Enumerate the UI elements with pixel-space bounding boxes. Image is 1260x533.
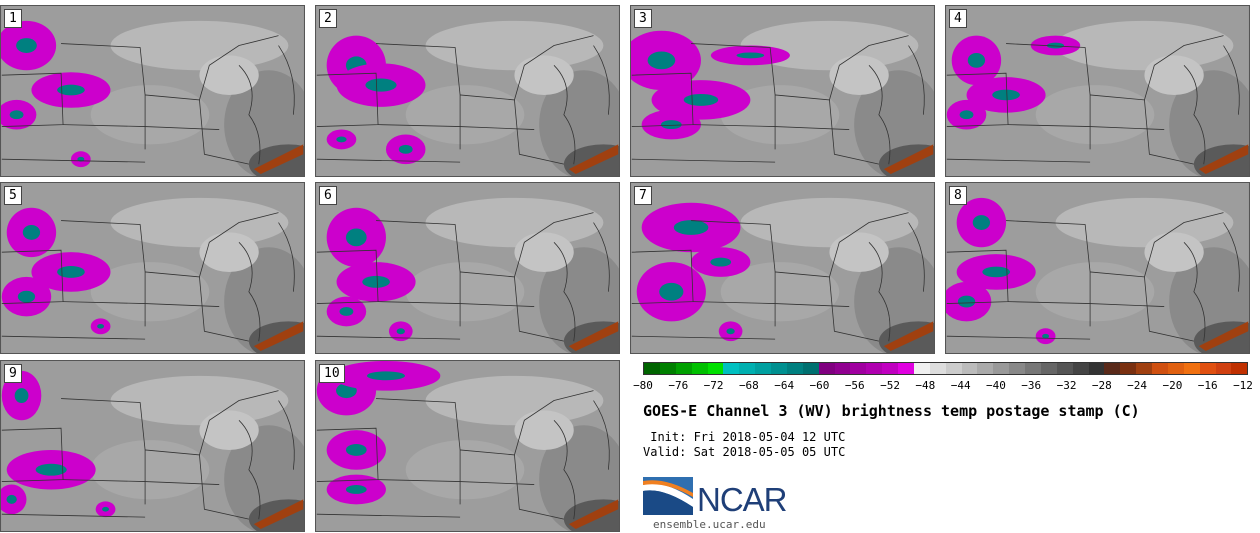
colorbar-tick-label: −72 [703, 379, 724, 392]
colorbar-tick-label: −36 [1021, 379, 1042, 392]
colorbar-swatch [771, 363, 787, 374]
colorbar-tick-label: −68 [738, 379, 759, 392]
colorbar-swatch [1120, 363, 1137, 374]
colorbar-swatch [866, 363, 883, 374]
colorbar-swatch [1072, 363, 1089, 374]
ensemble-member-panel-7: 7 [630, 182, 935, 354]
ensemble-member-panel-8: 8 [945, 182, 1250, 354]
colorbar-tick-label: −48 [915, 379, 936, 392]
colorbar-swatch [929, 363, 946, 374]
ensemble-member-panel-5: 5 [0, 182, 305, 354]
ensemble-member-panel-4: 4 [945, 5, 1250, 177]
map-image-9 [1, 361, 304, 531]
ncar-logo-icon [643, 477, 693, 515]
map-image-2 [316, 6, 619, 176]
colorbar-swatch [723, 363, 740, 374]
panel-number-label: 2 [319, 9, 337, 28]
colorbar-swatch [644, 363, 660, 374]
colorbar-swatch [1183, 363, 1200, 374]
colorbar-swatch [1167, 363, 1184, 374]
panel-number-label: 6 [319, 186, 337, 205]
colorbar-tick-label: −20 [1162, 379, 1183, 392]
panel-number-label: 9 [4, 364, 22, 383]
map-image-6 [316, 183, 619, 353]
colorbar-swatch [1009, 363, 1025, 374]
colorbar-ticks: −80 −76 −72 −68 −64 −60 −56 −52 −48 −44 −40 −36 −32 −… [633, 379, 1253, 395]
ensemble-member-panel-6: 6 [315, 182, 620, 354]
panel-number-label: 8 [949, 186, 967, 205]
colorbar-tick-label: −60 [809, 379, 830, 392]
colorbar-swatch [882, 363, 898, 374]
colorbar-tick-label: −12 [1233, 379, 1253, 392]
ncar-logo: NCAR ensemble.ucar.edu [643, 477, 803, 531]
colorbar-swatch [850, 363, 867, 374]
colorbar-swatch [659, 363, 676, 374]
figure-title: GOES-E Channel 3 (WV) brightness temp po… [643, 402, 1140, 420]
colorbar-swatch [675, 363, 692, 374]
panel-number-label: 5 [4, 186, 22, 205]
colorbar-tick-label: −24 [1127, 379, 1148, 392]
colorbar-tick-label: −76 [668, 379, 689, 392]
ensemble-member-panel-9: 9 [0, 360, 305, 532]
colorbar-swatch [755, 363, 771, 374]
ensemble-member-panel-2: 2 [315, 5, 620, 177]
colorbar-swatch [913, 363, 930, 374]
ncar-logo-text: NCAR [697, 481, 788, 518]
map-image-10 [316, 361, 619, 531]
panel-number-label: 1 [4, 9, 22, 28]
colorbar-tick-label: −32 [1056, 379, 1077, 392]
colorbar-tick-label: −52 [880, 379, 900, 392]
colorbar-swatch [1088, 363, 1105, 374]
map-image-1 [1, 6, 304, 176]
colorbar-tick-label: −40 [986, 379, 1006, 392]
colorbar-swatch [707, 363, 724, 374]
colorbar-swatch [691, 363, 708, 374]
colorbar-swatch [977, 363, 994, 374]
colorbar-swatch [1104, 363, 1121, 374]
colorbar-tick-label: −80 [633, 379, 653, 392]
ensemble-member-panel-1: 1 [0, 5, 305, 177]
colorbar-swatch [993, 363, 1010, 374]
map-image-7 [631, 183, 934, 353]
colorbar-swatch [1199, 363, 1216, 374]
colorbar-tick-label: −44 [950, 379, 971, 392]
colorbar-swatch [1152, 363, 1168, 374]
colorbar-tick-label: −16 [1197, 379, 1218, 392]
colorbar [643, 362, 1248, 375]
ensemble-member-panel-3: 3 [630, 5, 935, 177]
panel-number-label: 10 [319, 364, 345, 383]
colorbar-swatch [818, 363, 835, 374]
panel-number-label: 7 [634, 186, 652, 205]
map-image-4 [946, 6, 1249, 176]
colorbar-tick-label: −28 [1091, 379, 1112, 392]
colorbar-swatch [945, 363, 962, 374]
colorbar-swatch [1231, 363, 1248, 374]
colorbar-swatch [802, 363, 819, 374]
colorbar-swatch [1056, 363, 1073, 374]
colorbar-swatch [1215, 363, 1232, 374]
colorbar-swatch [1040, 363, 1057, 374]
map-image-8 [946, 183, 1249, 353]
colorbar-swatch [1136, 363, 1152, 374]
init-time: Init: Fri 2018-05-04 12 UTC [643, 430, 846, 444]
colorbar-swatch [739, 363, 756, 374]
colorbar-swatch [1025, 363, 1041, 374]
colorbar-swatch [898, 363, 914, 374]
colorbar-tick-label: −56 [844, 379, 865, 392]
map-image-5 [1, 183, 304, 353]
valid-time: Valid: Sat 2018-05-05 05 UTC [643, 445, 846, 459]
colorbar-tick-label: −64 [774, 379, 795, 392]
panel-number-label: 3 [634, 9, 652, 28]
ncar-url: ensemble.ucar.edu [653, 518, 766, 531]
panel-number-label: 4 [949, 9, 967, 28]
colorbar-swatch [834, 363, 851, 374]
colorbar-swatch [961, 363, 978, 374]
ensemble-member-panel-10: 10 [315, 360, 620, 532]
map-image-3 [631, 6, 934, 176]
colorbar-swatch [786, 363, 803, 374]
